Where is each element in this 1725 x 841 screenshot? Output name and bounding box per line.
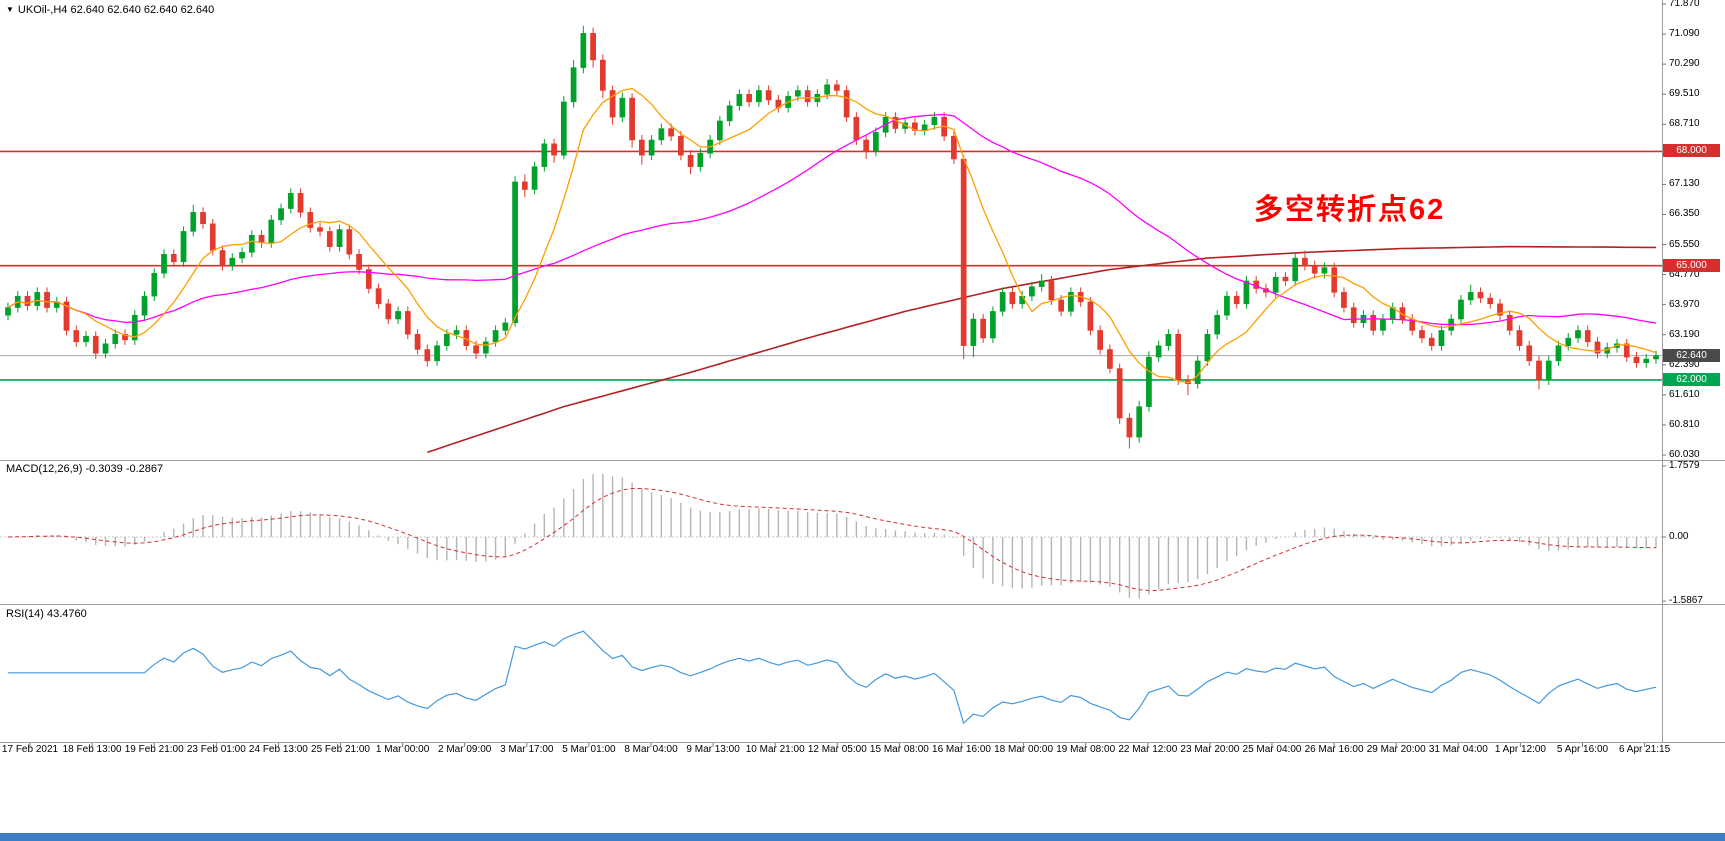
price-axis-tick: 69.510 bbox=[1669, 88, 1700, 100]
price-axis-tick: 66.350 bbox=[1669, 208, 1700, 220]
price-axis-tick: 60.810 bbox=[1669, 418, 1700, 430]
time-axis-label: 19 Mar 08:00 bbox=[1056, 744, 1116, 755]
price-axis-tick: 71.870 bbox=[1669, 0, 1700, 9]
price-axis-tick: 60.030 bbox=[1669, 449, 1700, 460]
ohlc-values: 62.640 62.640 62.640 62.640 bbox=[70, 4, 215, 16]
ma-fast-line bbox=[7, 87, 1657, 384]
time-axis-label: 18 Feb 13:00 bbox=[62, 744, 122, 755]
main-chart-panel[interactable] bbox=[0, 0, 1662, 460]
time-axis-label: 8 Mar 04:00 bbox=[624, 744, 678, 755]
macd-panel[interactable] bbox=[0, 461, 1662, 604]
time-axis-label: 9 Mar 13:00 bbox=[686, 744, 740, 755]
chart-header: ▼ UKOil-,H4 62.640 62.640 62.640 62.640 bbox=[6, 4, 214, 16]
time-axis-label: 12 Mar 05:00 bbox=[807, 744, 867, 755]
price-axis-tick: 62.390 bbox=[1669, 358, 1700, 370]
macd-signal-line bbox=[7, 488, 1657, 592]
price-axis-tick: 64.770 bbox=[1669, 268, 1700, 280]
time-axis-label: 16 Mar 16:00 bbox=[932, 744, 991, 755]
time-axis-label: 25 Feb 21:00 bbox=[311, 744, 370, 755]
price-axis-tick: 61.610 bbox=[1669, 388, 1700, 400]
macd-indicator-label: MACD(12,26,9) -0.3039 -0.2867 bbox=[6, 463, 164, 475]
price-axis[interactable] bbox=[1662, 0, 1725, 742]
price-axis-tick: 63.970 bbox=[1669, 298, 1700, 310]
price-level-badge: 68.000 bbox=[1663, 144, 1720, 158]
rsi-panel[interactable] bbox=[0, 605, 1662, 742]
symbol-period-label: UKOil-,H4 bbox=[17, 4, 68, 16]
time-axis-label: 17 Feb 2021 bbox=[1, 744, 59, 755]
time-axis-label: 2 Mar 09:00 bbox=[438, 744, 492, 755]
price-axis-tick: 65.550 bbox=[1669, 238, 1700, 250]
price-axis-tick: 67.130 bbox=[1669, 178, 1700, 190]
time-axis-label: 5 Apr 16:00 bbox=[1556, 744, 1609, 755]
macd-axis-tick: -1.5867 bbox=[1669, 595, 1703, 607]
time-axis-label: 25 Mar 04:00 bbox=[1242, 744, 1302, 755]
macd-axis-tick: 1.7579 bbox=[1669, 459, 1700, 471]
time-axis-label: 23 Feb 01:00 bbox=[186, 744, 246, 755]
time-axis-label: 19 Feb 21:00 bbox=[124, 744, 184, 755]
time-axis-label: 3 Mar 17:00 bbox=[500, 744, 554, 755]
time-axis-label: 1 Apr 12:00 bbox=[1494, 744, 1546, 755]
ohlc-toggle-icon[interactable]: ▼ bbox=[6, 5, 14, 14]
time-axis-label: 1 Mar 00:00 bbox=[375, 744, 430, 755]
price-axis-tick: 70.290 bbox=[1669, 58, 1700, 70]
time-axis-label: 31 Mar 04:00 bbox=[1428, 744, 1488, 755]
rsi-indicator-label: RSI(14) 43.4760 bbox=[6, 608, 87, 620]
time-axis-label: 22 Mar 12:00 bbox=[1118, 744, 1178, 755]
time-axis-label: 24 Feb 13:00 bbox=[248, 744, 308, 755]
price-level-badge: 65.000 bbox=[1663, 258, 1720, 272]
time-axis-label: 10 Mar 21:00 bbox=[745, 744, 805, 755]
annotation-text: 多空转折点62 bbox=[1254, 194, 1446, 226]
time-axis-label: 5 Mar 01:00 bbox=[562, 744, 616, 755]
time-axis-label: 18 Mar 00:00 bbox=[994, 744, 1054, 755]
window-bottom-strip bbox=[0, 833, 1725, 841]
macd-axis-tick: 0.00 bbox=[1669, 531, 1689, 542]
ma-medium-line bbox=[7, 113, 1657, 326]
price-axis-tick: 63.190 bbox=[1669, 328, 1700, 340]
price-level-badge: 62.000 bbox=[1663, 372, 1720, 386]
time-axis-label: 23 Mar 20:00 bbox=[1180, 744, 1240, 755]
time-axis-label: 26 Mar 16:00 bbox=[1304, 744, 1364, 755]
time-axis-label: 15 Mar 08:00 bbox=[869, 744, 929, 755]
price-axis-tick: 71.090 bbox=[1669, 28, 1700, 40]
price-axis-tick: 68.710 bbox=[1669, 118, 1700, 130]
time-axis-label: 6 Apr 21:15 bbox=[1619, 744, 1671, 755]
current-price-badge: 62.640 bbox=[1663, 348, 1720, 362]
time-axis-label: 29 Mar 20:00 bbox=[1366, 744, 1426, 755]
rsi-line bbox=[8, 630, 1657, 725]
